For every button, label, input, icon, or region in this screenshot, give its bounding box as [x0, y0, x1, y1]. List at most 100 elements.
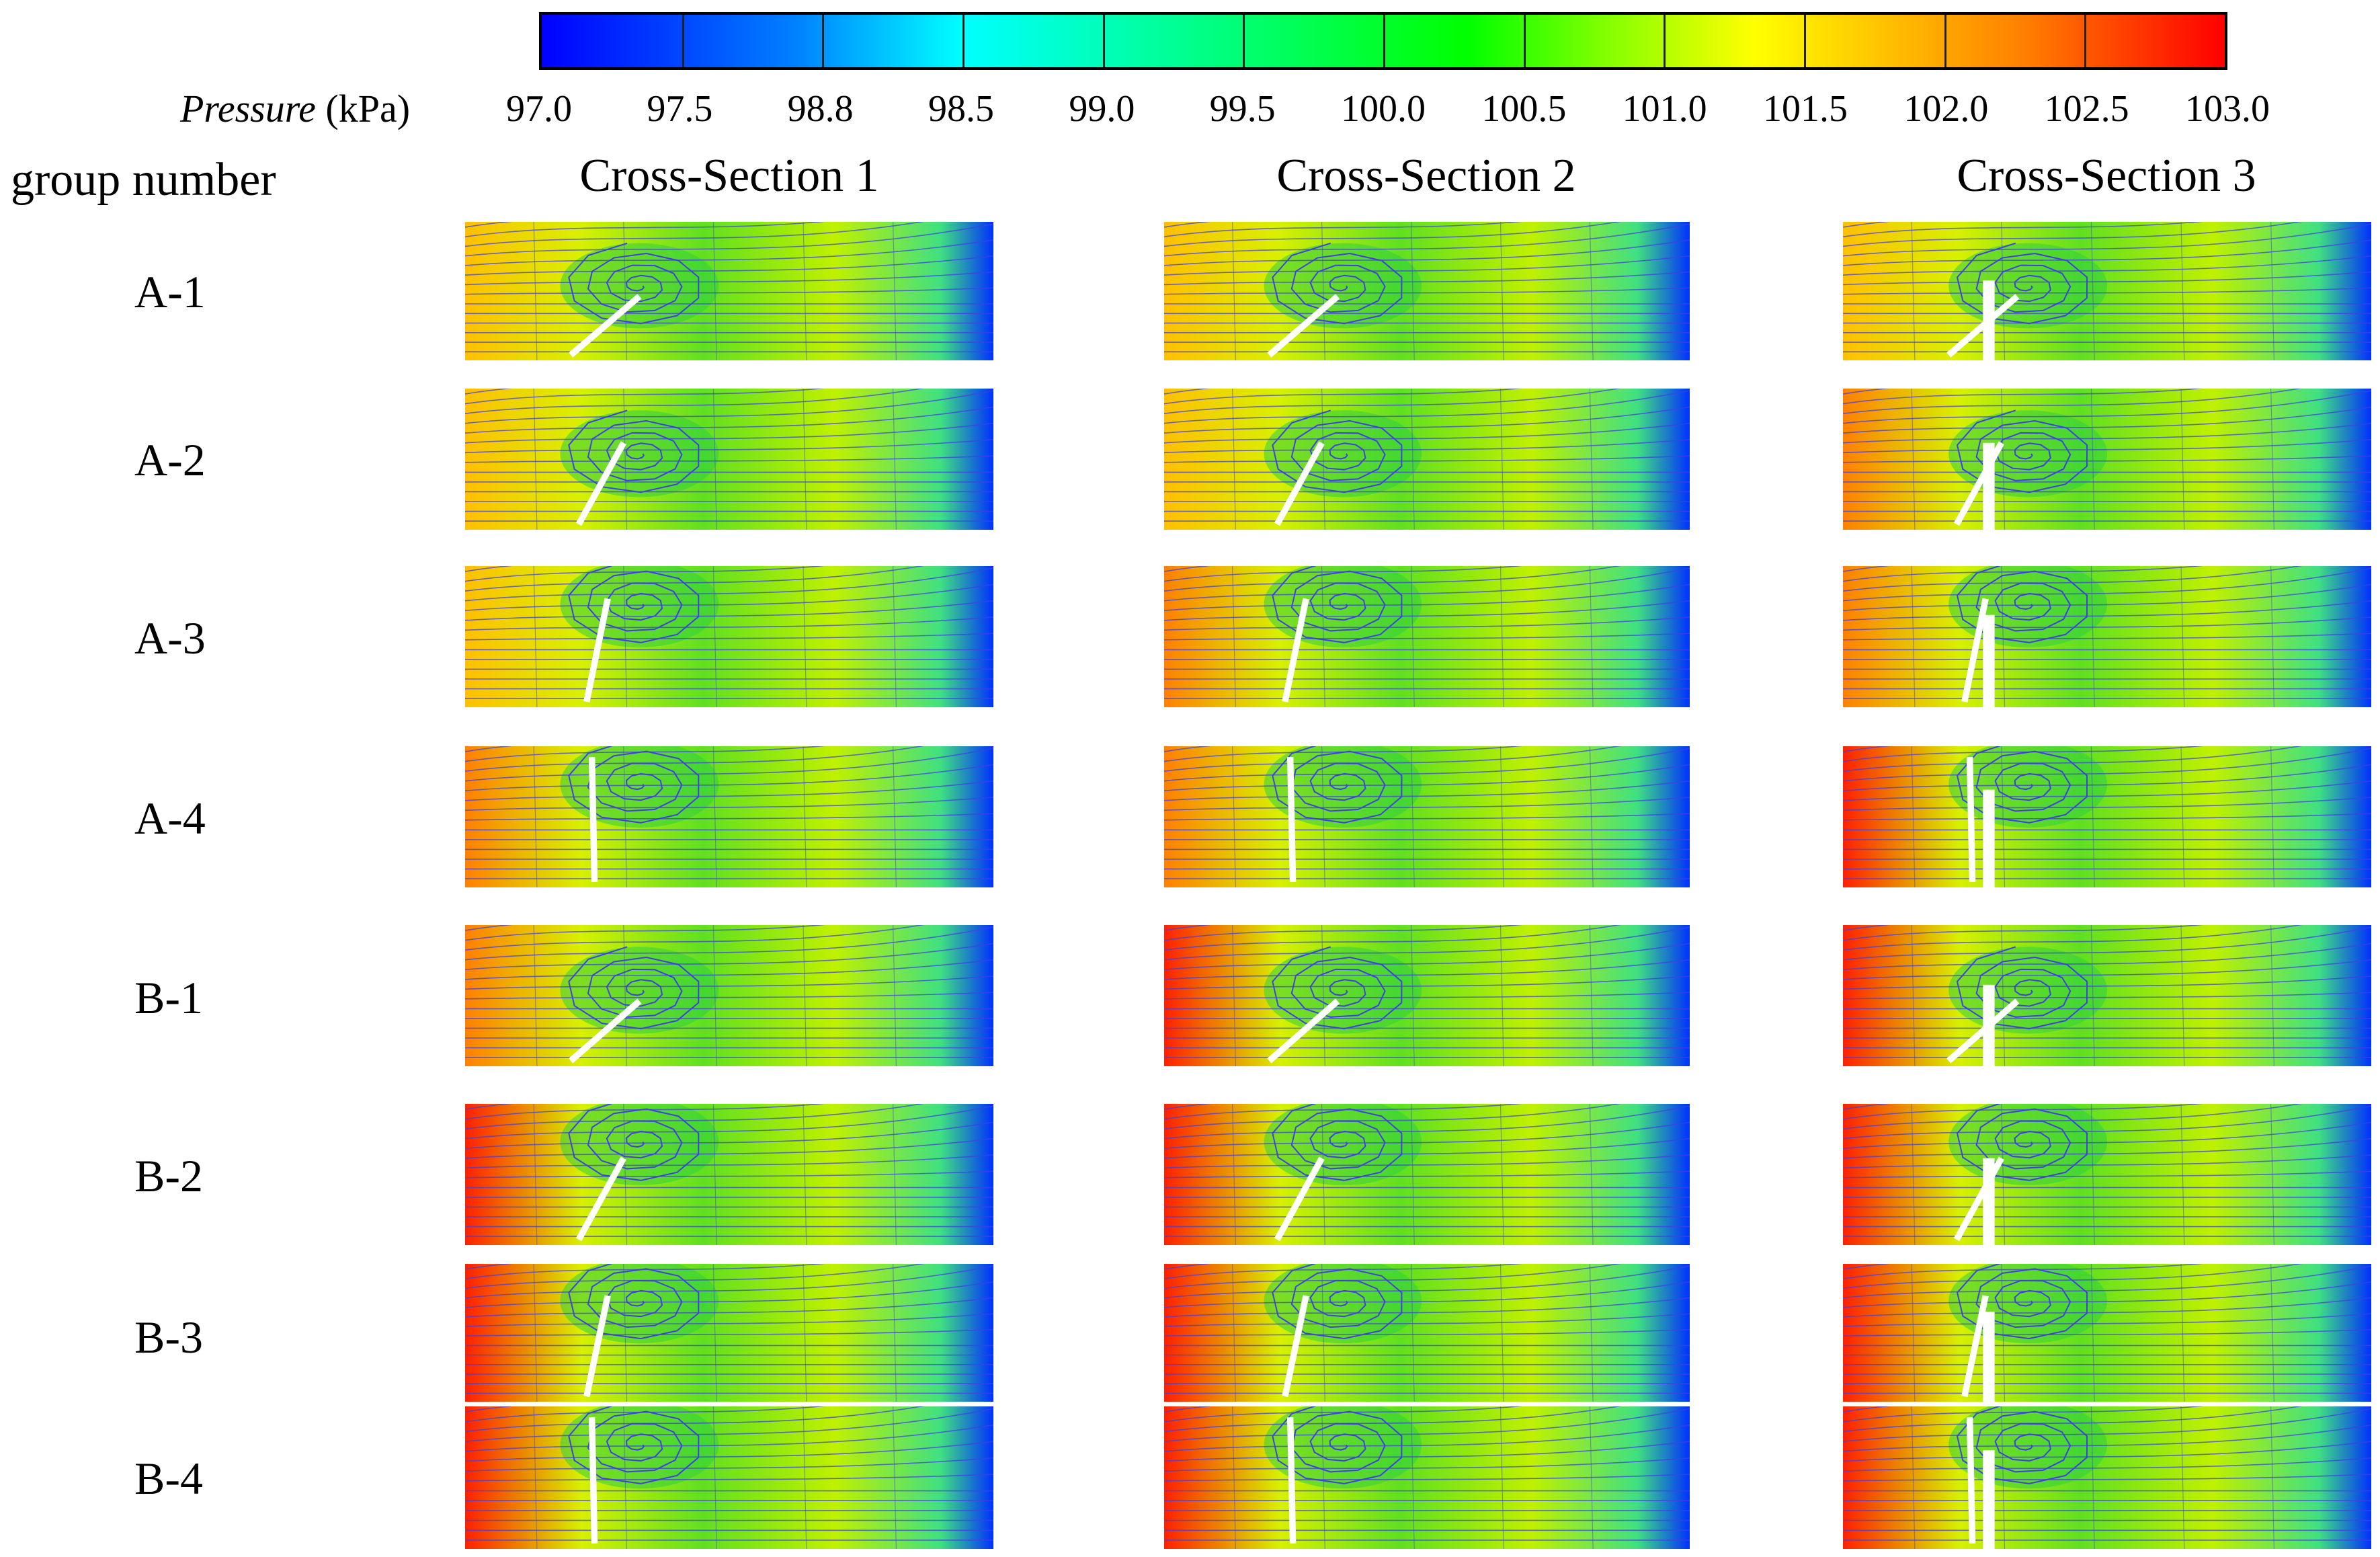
streamline — [1164, 1406, 1622, 1433]
colorbar-title: Pressure (kPa) — [180, 86, 410, 131]
pressure-field — [465, 1406, 993, 1549]
streamline — [1843, 797, 2371, 811]
pressure-field — [1843, 389, 2371, 530]
streamline — [465, 746, 925, 772]
vortex-streamline — [1272, 242, 1403, 325]
streamline — [465, 1408, 993, 1442]
cfd-panel — [465, 925, 993, 1066]
cross-section-3-header: Cross-Section 3 — [1957, 150, 2256, 202]
streamline — [1843, 1105, 2371, 1140]
streamline — [465, 1297, 993, 1318]
streamline — [1843, 390, 2371, 424]
streamline — [465, 1264, 925, 1289]
seed-line — [893, 1264, 897, 1402]
seed-line — [2090, 1406, 2095, 1549]
streamline — [465, 406, 993, 434]
seed-line — [1500, 1406, 1504, 1549]
seed-line — [1321, 1264, 1325, 1402]
seed-line — [1321, 746, 1325, 887]
vortex-region — [1264, 947, 1422, 1034]
seed-line — [1589, 1406, 1594, 1549]
vortex-streamline — [568, 409, 700, 493]
seed-line — [533, 1264, 538, 1402]
vortex-streamline — [568, 946, 700, 1030]
streamline — [465, 925, 925, 951]
pressure-field — [1843, 566, 2371, 707]
seed-line — [2270, 389, 2274, 530]
vortex-region — [560, 947, 719, 1034]
colorbar-tick-label: 101.5 — [1763, 88, 1848, 130]
streamline — [1164, 1137, 1690, 1159]
pressure-field — [1164, 389, 1690, 530]
baffle-plate — [583, 1295, 611, 1398]
streamline — [1843, 1265, 2371, 1299]
streamline — [465, 1328, 993, 1337]
streamline — [1843, 222, 2303, 247]
streamline — [1843, 1457, 2371, 1472]
colorbar-divider — [1804, 15, 1806, 67]
vortex-streamline — [1956, 1104, 2088, 1181]
streamline — [465, 1105, 993, 1140]
streamline — [465, 813, 993, 821]
streamline — [465, 975, 993, 990]
baffle-plate — [588, 1417, 598, 1544]
vortex-streamline — [1956, 946, 2088, 1030]
seed-line — [2001, 746, 2006, 887]
pressure-field — [465, 746, 993, 887]
vortex-streamline — [1956, 1264, 2088, 1340]
seed-line — [1232, 222, 1236, 360]
streamline — [465, 439, 993, 454]
vortex-region — [1264, 243, 1422, 329]
streamline — [1843, 1264, 2303, 1289]
pressure-field — [1164, 1104, 1690, 1245]
streamline — [465, 992, 993, 1000]
baffle-plate — [1267, 294, 1340, 358]
streamline — [1164, 1474, 1690, 1482]
seed-line — [533, 746, 538, 887]
streamline — [1164, 439, 1690, 454]
colorbar-tick-label: 99.5 — [1209, 88, 1276, 130]
cross-section-2-header: Cross-Section 2 — [1276, 150, 1576, 202]
streamline — [1164, 992, 1690, 1000]
cfd-panel — [465, 746, 993, 887]
streamline — [465, 255, 993, 276]
seed-line — [2270, 1264, 2274, 1402]
seed-line — [893, 1104, 897, 1245]
vortex-streamline — [1956, 1406, 2088, 1484]
seed-line — [1911, 1104, 1916, 1245]
seed-line — [1410, 222, 1415, 360]
streamline — [1164, 1170, 1690, 1179]
streamline — [1164, 1408, 1690, 1442]
streamline — [1164, 1313, 1690, 1327]
streamline — [1843, 1408, 2371, 1442]
seed-line — [893, 566, 897, 707]
colorbar-title-italic: Pressure — [180, 87, 316, 130]
vortex-streamline — [568, 242, 700, 325]
cfd-panel — [465, 222, 993, 360]
colorbar-divider — [1664, 15, 1666, 67]
vortex-streamline — [1272, 746, 1403, 824]
seed-line — [712, 566, 717, 707]
seed-line — [803, 1104, 807, 1245]
seed-line — [623, 1264, 628, 1402]
pressure-field — [1164, 222, 1690, 360]
cfd-panel — [1843, 566, 2371, 707]
colorbar-divider — [1383, 15, 1385, 67]
seed-line — [1232, 746, 1236, 887]
vortex-streamline — [1272, 1264, 1403, 1340]
baffle-plate — [583, 598, 611, 703]
streamline — [465, 1474, 993, 1482]
streamline — [465, 239, 993, 266]
cfd-panel — [1164, 1104, 1690, 1245]
streamline — [465, 1457, 993, 1472]
colorbar-divider — [1243, 15, 1245, 67]
streamline — [1164, 566, 1622, 592]
seed-line — [1911, 1406, 1916, 1549]
seed-line — [1321, 1104, 1325, 1245]
seed-line — [1232, 389, 1236, 530]
streamline — [465, 223, 993, 257]
vortex-streamline — [1956, 409, 2088, 493]
vortex-region — [1948, 243, 2107, 329]
baffle-slot — [1983, 984, 1995, 1066]
seed-line — [893, 925, 897, 1066]
